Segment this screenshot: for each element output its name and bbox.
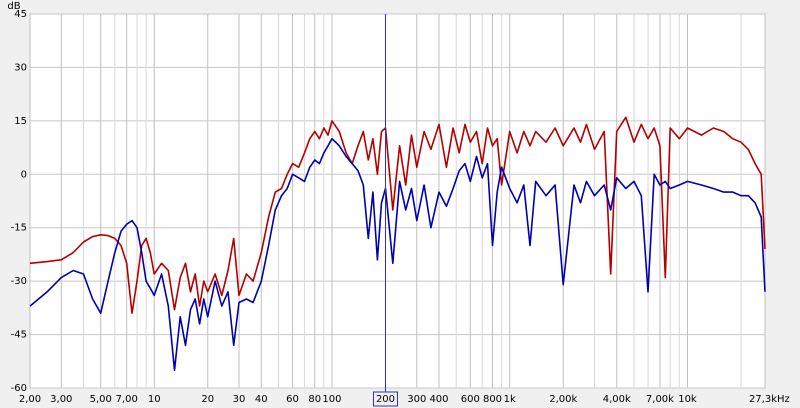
x-tick-label: 10 <box>148 394 161 405</box>
y-tick-label: 30 <box>14 62 27 73</box>
x-tick-label: 5,00 <box>90 394 112 405</box>
x-tick-label: 40 <box>255 394 268 405</box>
x-tick-label: 400 <box>429 394 448 405</box>
series-line <box>29 137 766 371</box>
x-tick-label: 200 <box>376 394 395 405</box>
x-tick-label: 30 <box>233 394 246 405</box>
y-axis-label: dB <box>7 1 20 12</box>
x-tick-label: 7,00 <box>116 394 138 405</box>
x-tick-label: 600 <box>461 394 480 405</box>
x-tick-label: 2,00k <box>549 394 577 405</box>
x-tick-label: 80 <box>308 394 321 405</box>
y-tick-label: 0 <box>21 169 27 180</box>
y-tick-label: 15 <box>14 116 27 127</box>
x-axis-label: Hz <box>777 394 790 405</box>
x-tick-label: 60 <box>286 394 299 405</box>
series-line <box>29 116 766 314</box>
x-tick-label: 1k <box>504 394 516 405</box>
x-tick-label: 3,00 <box>50 394 72 405</box>
x-tick-label: 7,00k <box>646 394 674 405</box>
x-tick-label: 20 <box>201 394 214 405</box>
y-tick-label: -45 <box>11 330 27 341</box>
x-tick-label: 10k <box>678 394 697 405</box>
x-tick-label: 27,3k <box>749 394 777 405</box>
x-tick-label: 800 <box>483 394 502 405</box>
y-tick-label: -30 <box>11 276 27 287</box>
y-tick-label: -60 <box>11 383 27 394</box>
x-tick-label: 2,00 <box>19 394 41 405</box>
y-tick-label: -15 <box>11 223 27 234</box>
x-tick-label: 100 <box>322 394 341 405</box>
y-tick-label: 45 <box>14 9 27 20</box>
x-tick-label: 4,00k <box>603 394 631 405</box>
x-tick-label: 300 <box>407 394 426 405</box>
